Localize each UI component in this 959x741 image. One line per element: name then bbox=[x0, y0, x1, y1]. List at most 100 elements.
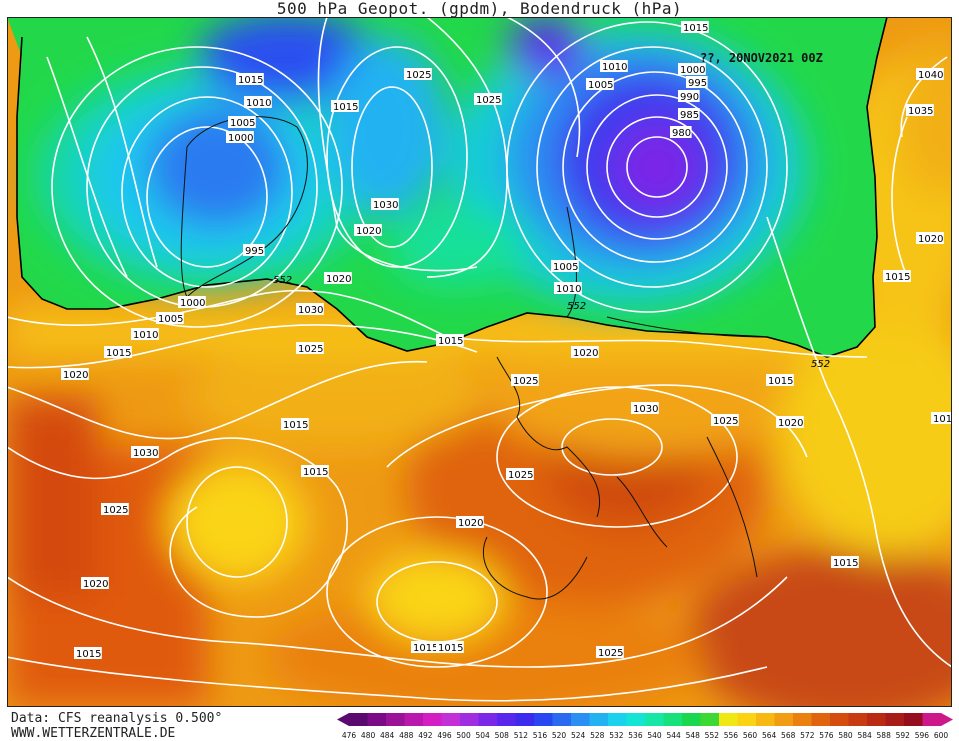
legend-tick-label: 564 bbox=[762, 731, 777, 740]
legend-tick-label: 484 bbox=[380, 731, 395, 740]
isobar-label-bg bbox=[506, 468, 534, 480]
legend-tick-label: 476 bbox=[342, 731, 357, 740]
legend-swatch bbox=[793, 713, 812, 726]
isobar-label: 1005 bbox=[230, 118, 255, 129]
legend-tick-label: 576 bbox=[819, 731, 834, 740]
isobar-label-bg bbox=[74, 647, 102, 659]
legend-swatch bbox=[867, 713, 886, 726]
isobar-label: 1000 bbox=[180, 298, 205, 309]
isobar-label: 1020 bbox=[63, 370, 88, 381]
isobar-label: 1015 bbox=[438, 643, 463, 654]
isobar-label: 1015 bbox=[438, 336, 463, 347]
isobar-label: 995 bbox=[688, 78, 707, 89]
contour-552 bbox=[16, 17, 888, 358]
isobar-label: 1020 bbox=[918, 234, 943, 245]
legend-tick-label: 504 bbox=[476, 731, 491, 740]
isobar-label: 1020 bbox=[778, 418, 803, 429]
legend-tick-label: 548 bbox=[686, 731, 701, 740]
isobar-label: 1020 bbox=[356, 226, 381, 237]
isobar-label: 1025 bbox=[713, 416, 738, 427]
isobar-label-bg bbox=[831, 556, 859, 568]
legend-swatch bbox=[922, 713, 942, 726]
isobar-label-bg bbox=[456, 516, 484, 528]
legend-arrow-right bbox=[941, 713, 953, 726]
isobar-label-bg bbox=[296, 303, 324, 315]
legend-swatch bbox=[885, 713, 905, 726]
legend-arrow-left bbox=[337, 713, 349, 726]
isobar-label-bg bbox=[776, 416, 804, 428]
isobar-label-bg bbox=[104, 346, 132, 358]
legend-tick-label: 524 bbox=[571, 731, 586, 740]
website-label: WWW.WETTERZENTRALE.DE bbox=[11, 726, 176, 741]
legend-tick-label: 584 bbox=[857, 731, 872, 740]
legend-swatch bbox=[719, 713, 738, 726]
isobar-label-bg bbox=[411, 641, 439, 653]
isobar-label-bg bbox=[883, 270, 911, 282]
isobar-label: 1025 bbox=[513, 376, 538, 387]
isobar-label-bg bbox=[511, 374, 539, 386]
isobar-label: 1030 bbox=[133, 448, 158, 459]
isobar-label: 1035 bbox=[908, 106, 933, 117]
legend-tick-label: 592 bbox=[896, 731, 911, 740]
isobar-label: 1020 bbox=[83, 579, 108, 590]
isobar-label-bg bbox=[281, 418, 309, 430]
isobar-label-bg bbox=[916, 232, 944, 244]
legend-tick-label: 600 bbox=[934, 731, 949, 740]
contour-552-label: 552 bbox=[567, 301, 586, 312]
isobar-label-bg bbox=[906, 104, 934, 116]
legend-swatch bbox=[367, 713, 387, 726]
isobar-label-bg bbox=[586, 78, 614, 90]
isobar-label: 1010 bbox=[246, 98, 271, 109]
legend-tick-label: 560 bbox=[743, 731, 758, 740]
isobar-label-bg bbox=[81, 577, 109, 589]
isobar-label-bg bbox=[551, 260, 579, 272]
legend-tick-label: 512 bbox=[514, 731, 529, 740]
contour-552-labels: 552 552 552 bbox=[273, 275, 830, 370]
legend-tick-label: 516 bbox=[533, 731, 548, 740]
legend-tick-label: 496 bbox=[437, 731, 452, 740]
isobar-label-bg bbox=[226, 131, 254, 143]
isobar-label: 1005 bbox=[553, 262, 578, 273]
isobar-label: 1015 bbox=[303, 467, 328, 478]
isobar-label: 1005 bbox=[158, 314, 183, 325]
isobar-label: 1015 bbox=[76, 649, 101, 660]
isobar-label-bg bbox=[670, 126, 692, 138]
isobar-label: 1025 bbox=[298, 344, 323, 355]
legend-tick-label: 540 bbox=[647, 731, 662, 740]
isobar-label-bg bbox=[228, 116, 256, 128]
isobar-label-bg bbox=[474, 93, 502, 105]
isobar-label-bg bbox=[916, 68, 944, 80]
isobar-label: 1030 bbox=[298, 305, 323, 316]
legend-swatch bbox=[441, 713, 461, 726]
isobar-label-bg bbox=[178, 296, 206, 308]
legend-tick-label: 596 bbox=[915, 731, 930, 740]
legend-swatch bbox=[848, 713, 868, 726]
legend-swatch bbox=[534, 713, 553, 726]
legend-swatch bbox=[386, 713, 405, 726]
legend-swatch bbox=[904, 713, 923, 726]
isobar-label-bg bbox=[404, 68, 432, 80]
isobar-labels: 1015101010051000995100010051010101510201… bbox=[61, 21, 952, 660]
isobar-label: 1015 bbox=[238, 75, 263, 86]
isobar-label-bg bbox=[554, 282, 582, 294]
legend-swatch bbox=[460, 713, 479, 726]
map-title: 500 hPa Geopot. (gpdm), Bodendruck (hPa) bbox=[276, 0, 683, 18]
isobar-label-bg bbox=[571, 346, 599, 358]
isobar-label: 1025 bbox=[508, 470, 533, 481]
isobar-label: 1030 bbox=[373, 200, 398, 211]
isobar-label: 1040 bbox=[918, 70, 943, 81]
isobar-label: 1015 bbox=[683, 23, 708, 34]
isobar-label-bg bbox=[678, 63, 706, 75]
contour-552-label: 552 bbox=[273, 275, 292, 286]
isobar-label-bg bbox=[678, 108, 700, 120]
isobar-label: 1015 bbox=[106, 348, 131, 359]
isobar-label-bg bbox=[678, 90, 700, 102]
isobars bbox=[7, 17, 952, 702]
legend-tick-label: 580 bbox=[838, 731, 853, 740]
legend-tick-label: 492 bbox=[418, 731, 433, 740]
data-source-label: Data: CFS reanalysis 0.500° bbox=[11, 711, 223, 726]
isobar-label-bg bbox=[61, 368, 89, 380]
isobar-label: 1025 bbox=[406, 70, 431, 81]
isobar-label: 1010 bbox=[556, 284, 581, 295]
weather-map: 1015101010051000995100010051010101510201… bbox=[7, 17, 952, 707]
